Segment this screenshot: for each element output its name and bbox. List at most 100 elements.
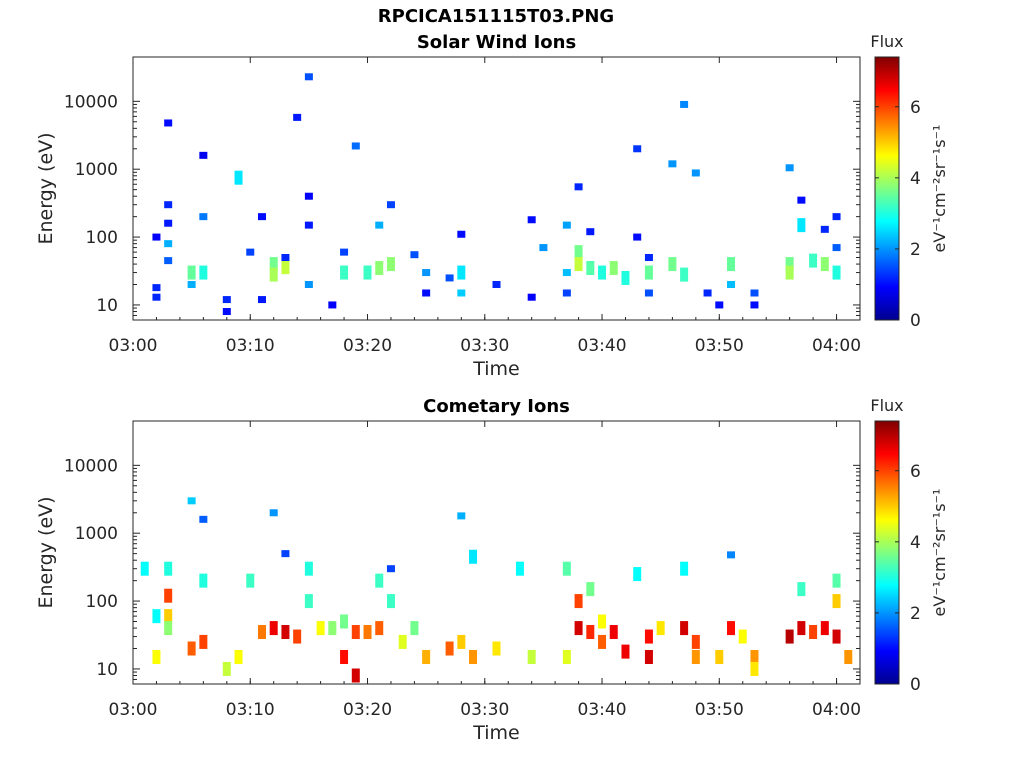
- x-axis-label: Time: [472, 358, 520, 380]
- flux-cell: [187, 281, 196, 289]
- flux-cell: [562, 649, 571, 664]
- flux-cell: [457, 230, 466, 238]
- flux-cell: [152, 233, 161, 241]
- flux-cell: [832, 573, 841, 588]
- flux-cell: [257, 625, 266, 640]
- flux-cell: [738, 629, 747, 644]
- plot-frame: [132, 56, 861, 321]
- flux-cell: [187, 641, 196, 656]
- flux-cell: [809, 253, 818, 268]
- flux-cell: [680, 100, 689, 108]
- flux-cell: [586, 582, 595, 597]
- flux-cell: [562, 561, 571, 576]
- flux-cell: [586, 228, 595, 236]
- flux-cell: [785, 164, 794, 172]
- flux-cell: [293, 113, 302, 121]
- flux-cell: [562, 221, 571, 229]
- x-axis-label: Time: [472, 722, 520, 744]
- flux-cell: [598, 265, 607, 280]
- y-tick-label: 100: [86, 592, 118, 612]
- flux-cell: [445, 641, 454, 656]
- plot-frame: [132, 420, 861, 685]
- flux-cell: [222, 296, 231, 304]
- flux-cell: [234, 649, 243, 664]
- flux-cell: [727, 281, 736, 289]
- y-tick-label: 1000: [75, 160, 118, 180]
- flux-cell: [668, 257, 677, 272]
- flux-cell: [727, 257, 736, 272]
- flux-cell: [281, 254, 290, 262]
- flux-cell: [152, 284, 161, 292]
- y-tick-label: 100: [86, 228, 118, 248]
- flux-cell: [832, 244, 841, 252]
- flux-cell: [281, 550, 290, 558]
- flux-cell: [820, 257, 829, 272]
- flux-cell: [386, 565, 395, 573]
- flux-cell: [386, 594, 395, 609]
- flux-cell: [562, 289, 571, 297]
- flux-cell: [340, 265, 349, 280]
- flux-cell: [691, 649, 700, 664]
- flux-cell: [386, 201, 395, 209]
- x-tick-label: 03:50: [695, 700, 744, 720]
- flux-cell: [304, 221, 313, 229]
- x-tick-label: 03:50: [695, 336, 744, 356]
- colorbar-tick-label: 6: [910, 462, 921, 482]
- flux-cell: [715, 649, 724, 664]
- flux-cell: [598, 634, 607, 649]
- flux-cell: [527, 216, 536, 224]
- flux-cell: [797, 218, 806, 233]
- flux-cell: [750, 289, 759, 297]
- colorbar-tick-label: 0: [910, 675, 921, 695]
- flux-cell: [328, 621, 337, 636]
- flux-cell: [164, 240, 173, 248]
- flux-cell: [304, 73, 313, 81]
- flux-cell: [703, 289, 712, 297]
- flux-cell: [152, 609, 161, 624]
- flux-cell: [140, 561, 149, 576]
- flux-cell: [457, 512, 466, 520]
- flux-cell: [222, 661, 231, 676]
- flux-cell: [750, 661, 759, 676]
- y-tick-label: 1000: [75, 524, 118, 544]
- flux-cell: [832, 629, 841, 644]
- flux-cell: [410, 251, 419, 259]
- y-tick-label: 10: [96, 660, 118, 680]
- flux-cell: [621, 270, 630, 285]
- flux-cell: [644, 629, 653, 644]
- y-tick-label: 10000: [64, 456, 118, 476]
- flux-cell: [351, 625, 360, 640]
- flux-cell: [375, 573, 384, 588]
- flux-cell: [386, 257, 395, 272]
- flux-cell: [269, 267, 278, 282]
- flux-cell: [750, 649, 759, 664]
- colorbar-tick-label: 6: [910, 98, 921, 118]
- flux-cell: [644, 265, 653, 280]
- flux-cell: [422, 649, 431, 664]
- flux-cell: [668, 160, 677, 168]
- flux-cell: [644, 254, 653, 262]
- flux-cell: [680, 561, 689, 576]
- flux-cell: [351, 668, 360, 683]
- flux-cell: [222, 308, 231, 316]
- x-tick-label: 03:40: [578, 336, 627, 356]
- y-axis-label: Energy (eV): [35, 496, 57, 608]
- flux-cell: [257, 296, 266, 304]
- flux-cell: [574, 594, 583, 609]
- flux-cell: [457, 634, 466, 649]
- flux-cell: [785, 257, 794, 272]
- flux-cell: [199, 634, 208, 649]
- x-tick-label: 04:00: [812, 700, 861, 720]
- flux-cell: [293, 629, 302, 644]
- flux-cell: [574, 183, 583, 191]
- flux-cell: [633, 145, 642, 153]
- colorbar-tick-label: 4: [910, 169, 921, 189]
- figure-title: RPCICA151115T03.PNG: [377, 6, 615, 27]
- flux-cell: [187, 265, 196, 280]
- colorbar-tick-label: 0: [910, 311, 921, 331]
- flux-cell: [422, 269, 431, 277]
- flux-cell: [304, 594, 313, 609]
- flux-cell: [820, 621, 829, 636]
- chart-panel-1: 03:00 03:10 03:20 03:30 03:40 03:50 04:00 10 100…: [35, 32, 949, 380]
- chart-panel-2: 03:00 03:10 03:20 03:30 03:40 03:50 04:00 10 100…: [35, 396, 949, 744]
